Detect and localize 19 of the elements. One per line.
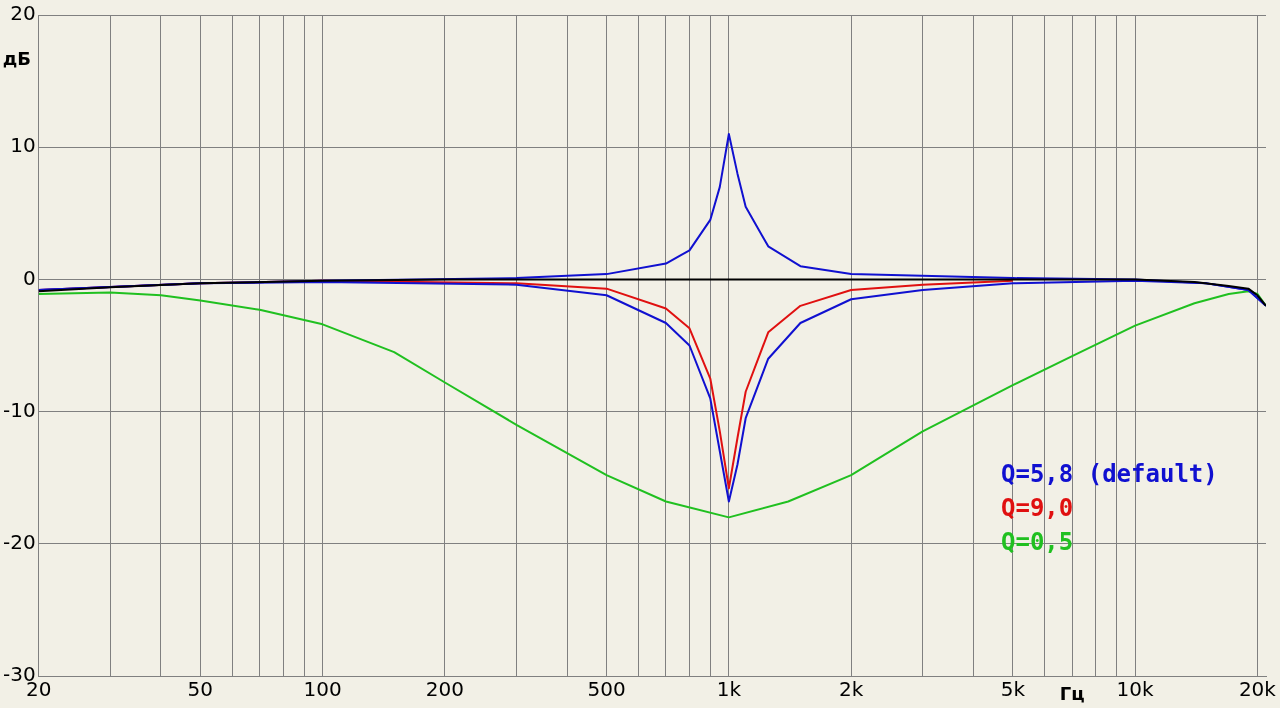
x-tick-label: 500	[587, 677, 626, 702]
x-tick-label: 2k	[838, 677, 864, 702]
y-tick-label: -20	[2, 530, 36, 554]
x-tick-label: 20k	[1238, 677, 1277, 702]
text: Q=5,8 (default)	[1001, 460, 1218, 489]
x-axis-title: Гц	[1059, 682, 1085, 704]
y-tick-label: -10	[2, 397, 36, 422]
text: Q=9,0	[1001, 494, 1074, 523]
text: Q=0,5	[1001, 528, 1074, 557]
x-tick-label: 100	[303, 677, 342, 702]
x-tick-label: 50	[187, 677, 214, 702]
x-tick-label: 10k	[1116, 677, 1155, 702]
y-tick-label: 20	[10, 1, 36, 26]
y-tick-label: 10	[10, 133, 36, 158]
x-tick-label: 200	[425, 677, 464, 702]
x-tick-label: 1k	[716, 677, 742, 702]
x-tick-label: 5k	[1000, 677, 1026, 702]
y-tick-label: 0	[22, 265, 36, 290]
y-axis-title: дБ	[2, 47, 31, 69]
